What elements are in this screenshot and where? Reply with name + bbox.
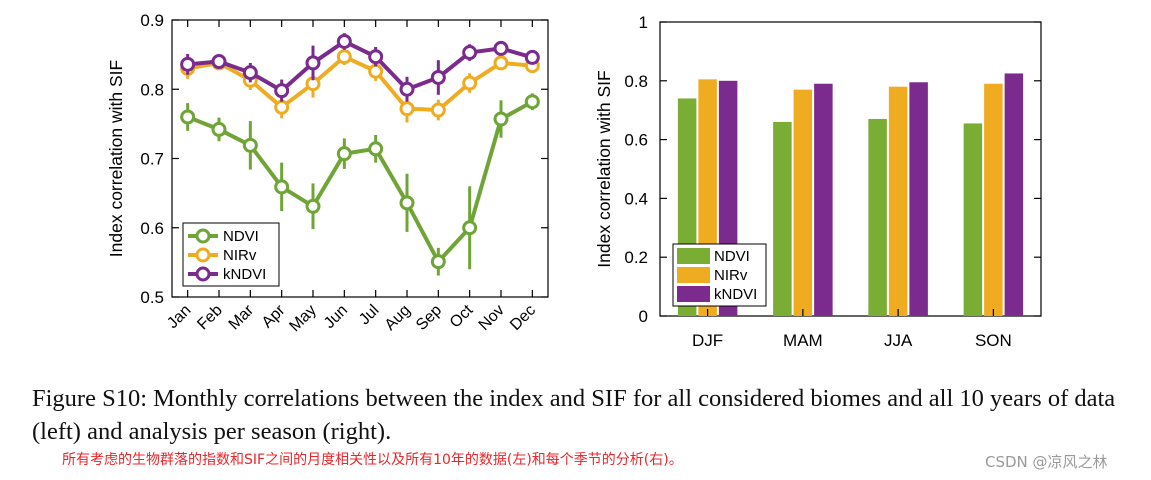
ndvi-point (462, 220, 478, 236)
nirv-point (274, 99, 290, 115)
ndvi-point (305, 198, 321, 214)
kndvi-point (399, 81, 415, 97)
x-tick-label: Aug (382, 302, 414, 334)
y-tick-label: 0.8 (140, 80, 164, 99)
kndvi-point (242, 65, 258, 81)
ndvi-point (368, 141, 384, 157)
nirv-point (368, 63, 384, 79)
x-tick-label: Oct (447, 301, 477, 331)
x-tick-label: Feb (194, 302, 226, 334)
ndvi-point (274, 179, 290, 195)
x-tick-label: Apr (259, 301, 289, 331)
x-tick-label: May (286, 302, 319, 335)
nirv-legend-swatch (677, 267, 710, 283)
plot-frame (659, 21, 1042, 317)
ndvi-point (430, 254, 446, 270)
y-tick-label: 0.6 (624, 131, 648, 150)
seasonal-correlation-bar-chart: 0 0.2 0.4 0.6 0.8 1 Index correlation with SIF… (594, 13, 1042, 350)
y-tick-label: 0.7 (140, 150, 164, 169)
x-tick-label: Jan (164, 302, 194, 332)
y-tick-label: 0.4 (624, 189, 648, 208)
ndvi-point (242, 137, 258, 153)
x-tick-label: Jun (321, 302, 351, 332)
ndvi-point (336, 146, 352, 162)
ndvi-point (524, 94, 540, 110)
ndvi-legend-label: NDVI (714, 248, 750, 265)
x-tick-label: Sep (413, 302, 445, 334)
kndvi-bar (1004, 73, 1024, 316)
kndvi-point (211, 54, 227, 70)
ndvi-point (399, 195, 415, 211)
y-tick-label: 0.6 (140, 219, 164, 238)
kndvi-point (180, 56, 196, 72)
kndvi-legend-label: kNDVI (714, 286, 757, 303)
x-tick-label: Dec (507, 302, 539, 334)
y-axis-label: Index correlation with SIF (106, 60, 126, 257)
kndvi-legend-swatch (677, 286, 710, 302)
ndvi-legend-marker (195, 228, 211, 244)
kndvi-point (462, 45, 478, 61)
y-tick-label: 0.8 (624, 72, 648, 91)
watermark-text: CSDN @凉风之林 (985, 453, 1108, 471)
kndvi-legend-marker (195, 266, 211, 282)
x-tick-label: JJA (884, 331, 913, 350)
kndvi-point (305, 55, 321, 71)
nirv-point (336, 49, 352, 65)
caption-translation-note: 所有考虑的生物群落的指数和SIF之间的月度相关性以及所有10年的数据(左)和每个… (62, 452, 683, 468)
nirv-legend-label: NIRv (223, 247, 257, 264)
kndvi-point (274, 83, 290, 99)
x-tick-label: Jul (356, 302, 382, 328)
x-tick-label: DJF (692, 331, 723, 350)
ndvi-bar (868, 119, 887, 317)
kndvi-point (430, 69, 446, 85)
ndvi-legend-swatch (677, 248, 710, 264)
y-tick-label: 0.2 (624, 248, 648, 267)
y-tick-label: 0.5 (140, 288, 164, 307)
nirv-bar (793, 89, 813, 317)
nirv-bar (984, 83, 1003, 317)
ndvi-bar (773, 121, 792, 317)
kndvi-point (493, 40, 509, 56)
y-tick-label: 1 (639, 13, 648, 32)
x-tick-label: MAM (783, 331, 823, 350)
x-tick-label: Nov (476, 302, 508, 334)
nirv-legend-label: NIRv (714, 267, 748, 284)
kndvi-bar (814, 83, 833, 317)
nirv-bar (888, 86, 908, 317)
ndvi-point (180, 109, 196, 125)
nirv-series-line (187, 54, 533, 113)
kndvi-point (368, 49, 384, 65)
nirv-point (399, 101, 415, 117)
nirv-point (493, 55, 509, 71)
y-tick-label: 0.9 (140, 11, 164, 30)
y-axis-label: Index correlation with SIF (594, 70, 614, 267)
x-tick-label: SON (975, 331, 1012, 350)
kndvi-point (524, 49, 540, 65)
nirv-legend-marker (195, 247, 211, 263)
ndvi-bar (963, 123, 983, 317)
kndvi-point (336, 33, 352, 49)
kndvi-bar (909, 82, 928, 317)
nirv-point (462, 75, 478, 91)
y-tick-label: 0 (639, 307, 648, 326)
ndvi-point (211, 121, 227, 137)
ndvi-point (493, 111, 509, 127)
figure-caption: Figure S10: Monthly correlations between… (32, 385, 1116, 445)
nirv-point (430, 102, 446, 118)
ndvi-legend-label: NDVI (223, 228, 259, 245)
kndvi-legend-label: kNDVI (223, 266, 266, 283)
x-tick-label: Mar (226, 301, 258, 333)
